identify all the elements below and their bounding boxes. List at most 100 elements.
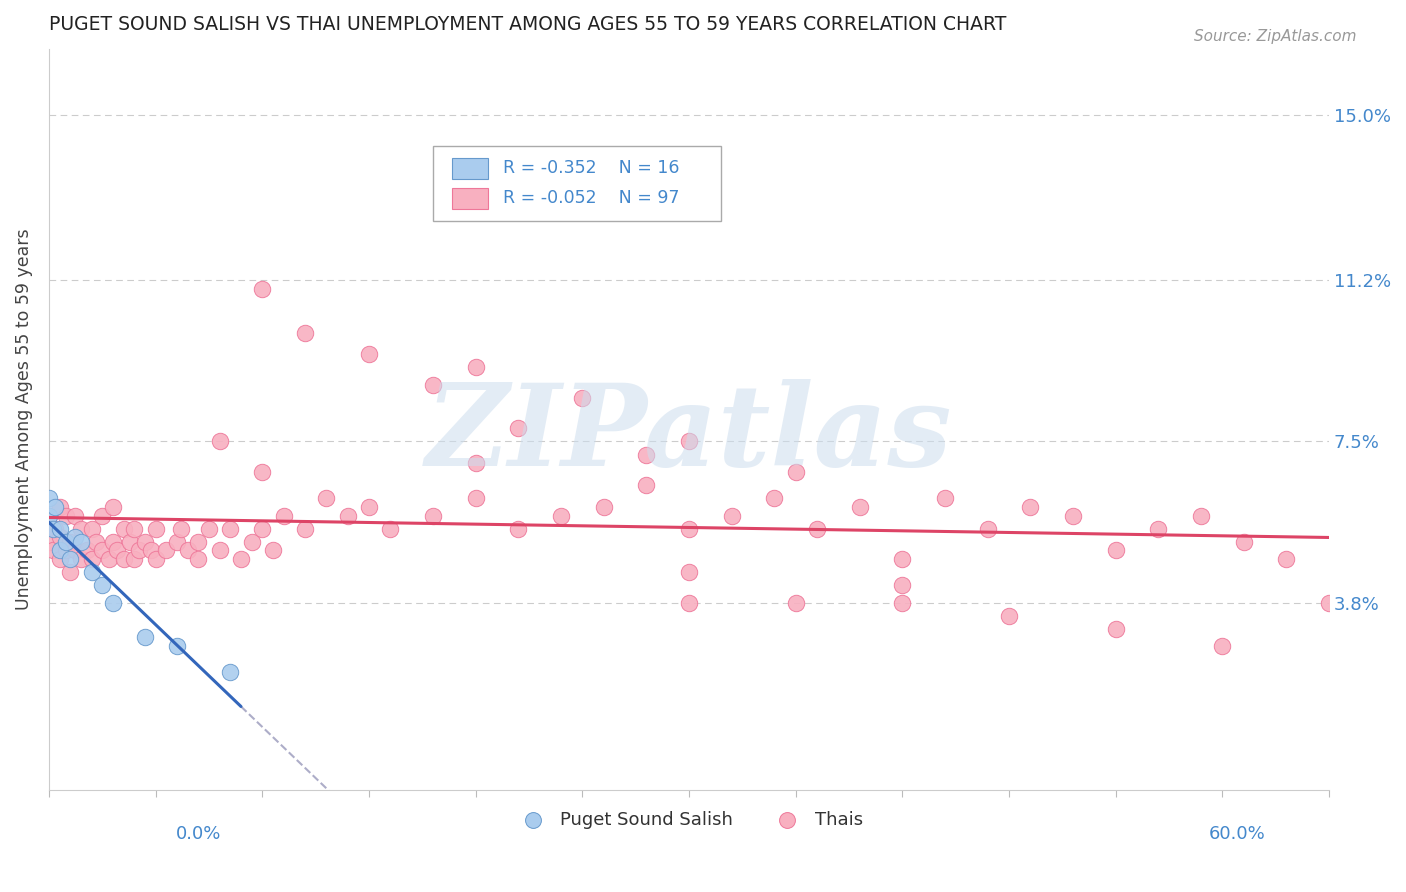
- Point: [678, 522, 700, 536]
- Point: [187, 552, 209, 566]
- Point: [357, 500, 380, 514]
- Point: [219, 665, 242, 680]
- Point: [1317, 596, 1340, 610]
- Point: [806, 522, 828, 536]
- Point: [315, 491, 337, 505]
- Text: 60.0%: 60.0%: [1209, 825, 1265, 843]
- Point: [252, 465, 274, 479]
- Point: [785, 596, 807, 610]
- Point: [934, 491, 956, 505]
- Point: [550, 508, 572, 523]
- Point: [176, 543, 198, 558]
- Point: [1105, 543, 1128, 558]
- Point: [636, 478, 658, 492]
- Point: [42, 543, 65, 558]
- Point: [1275, 552, 1298, 566]
- Point: [464, 456, 486, 470]
- Point: [294, 326, 316, 340]
- Point: [720, 508, 742, 523]
- Point: [70, 534, 93, 549]
- Point: [55, 534, 77, 549]
- Text: R = -0.052    N = 97: R = -0.052 N = 97: [503, 189, 681, 208]
- Point: [48, 552, 70, 566]
- Point: [124, 552, 146, 566]
- Point: [208, 434, 231, 449]
- Point: [80, 565, 103, 579]
- Text: Source: ZipAtlas.com: Source: ZipAtlas.com: [1194, 29, 1357, 44]
- Text: 0.0%: 0.0%: [176, 825, 221, 843]
- Bar: [453, 158, 488, 179]
- FancyBboxPatch shape: [433, 145, 721, 221]
- Point: [101, 534, 124, 549]
- Point: [124, 522, 146, 536]
- Point: [170, 522, 193, 536]
- Point: [1233, 534, 1256, 549]
- Point: [80, 522, 103, 536]
- Point: [380, 522, 402, 536]
- Point: [91, 543, 114, 558]
- Point: [891, 578, 914, 592]
- Point: [48, 543, 70, 558]
- Point: [678, 434, 700, 449]
- Point: [187, 534, 209, 549]
- Point: [48, 522, 70, 536]
- Point: [848, 500, 870, 514]
- Point: [145, 552, 167, 566]
- Point: [84, 534, 107, 549]
- Point: [785, 465, 807, 479]
- Point: [101, 596, 124, 610]
- Point: [1019, 500, 1042, 514]
- Point: [63, 530, 86, 544]
- Point: [252, 282, 274, 296]
- Point: [891, 552, 914, 566]
- Point: [198, 522, 221, 536]
- Bar: [453, 188, 488, 209]
- Point: [38, 508, 60, 523]
- Point: [118, 534, 141, 549]
- Y-axis label: Unemployment Among Ages 55 to 59 years: Unemployment Among Ages 55 to 59 years: [15, 229, 32, 610]
- Point: [1211, 639, 1233, 653]
- Point: [1189, 508, 1212, 523]
- Point: [44, 500, 66, 514]
- Point: [229, 552, 252, 566]
- Point: [44, 522, 66, 536]
- Point: [76, 543, 98, 558]
- Point: [208, 543, 231, 558]
- Point: [91, 508, 114, 523]
- Point: [70, 552, 93, 566]
- Point: [63, 543, 86, 558]
- Point: [636, 448, 658, 462]
- Point: [80, 552, 103, 566]
- Point: [592, 500, 614, 514]
- Point: [55, 508, 77, 523]
- Point: [38, 534, 60, 549]
- Point: [55, 543, 77, 558]
- Point: [38, 508, 60, 523]
- Point: [508, 421, 530, 435]
- Point: [141, 543, 163, 558]
- Point: [240, 534, 263, 549]
- Point: [1105, 622, 1128, 636]
- Point: [112, 552, 135, 566]
- Point: [166, 639, 188, 653]
- Point: [464, 360, 486, 375]
- Point: [262, 543, 284, 558]
- Point: [357, 347, 380, 361]
- Point: [91, 578, 114, 592]
- Point: [571, 391, 593, 405]
- Point: [1147, 522, 1170, 536]
- Point: [219, 522, 242, 536]
- Point: [976, 522, 998, 536]
- Text: PUGET SOUND SALISH VS THAI UNEMPLOYMENT AMONG AGES 55 TO 59 YEARS CORRELATION CH: PUGET SOUND SALISH VS THAI UNEMPLOYMENT …: [49, 15, 1007, 34]
- Point: [273, 508, 295, 523]
- Point: [70, 522, 93, 536]
- Point: [97, 552, 120, 566]
- Point: [105, 543, 128, 558]
- Text: ZIPatlas: ZIPatlas: [426, 379, 952, 490]
- Point: [678, 565, 700, 579]
- Point: [252, 522, 274, 536]
- Point: [891, 596, 914, 610]
- Point: [763, 491, 786, 505]
- Point: [464, 491, 486, 505]
- Point: [294, 522, 316, 536]
